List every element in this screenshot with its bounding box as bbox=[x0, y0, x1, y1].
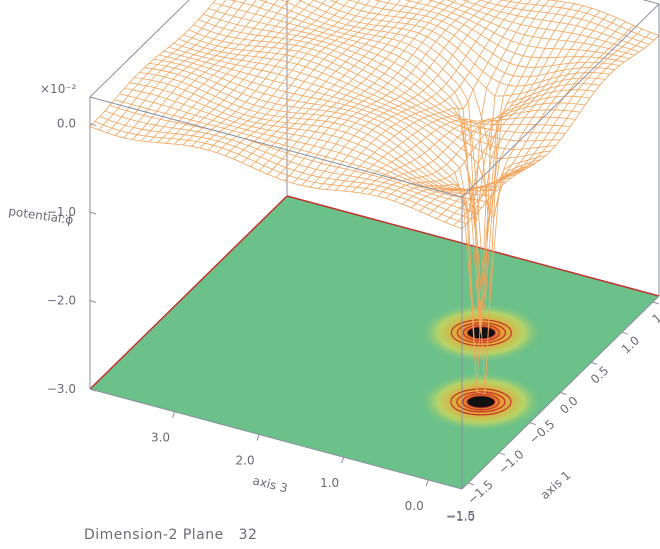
x-tick-label: 0.0 bbox=[405, 499, 424, 513]
z-tick bbox=[89, 300, 97, 303]
y-tick bbox=[560, 392, 567, 395]
x-tick-label: 3.0 bbox=[151, 431, 170, 445]
z-tick bbox=[89, 388, 97, 392]
y-tick-label: 0.5 bbox=[588, 363, 612, 386]
floor-plane-fill bbox=[90, 196, 659, 489]
box-edge-top-back bbox=[89, 0, 190, 98]
x-tick-label: 1.0 bbox=[320, 476, 339, 490]
plane-caption: Dimension-2 Plane 32 bbox=[84, 527, 258, 543]
y-tick bbox=[529, 422, 536, 426]
box-edge-top-front bbox=[461, 3, 660, 198]
y-tick bbox=[467, 482, 475, 486]
surface-wireframe bbox=[89, 0, 660, 395]
z-tick bbox=[89, 211, 97, 215]
x-tick bbox=[425, 479, 429, 487]
y-tick bbox=[652, 301, 660, 305]
z-tick-label: −3.0 bbox=[47, 382, 76, 396]
z-tick-label: 0.0 bbox=[57, 117, 76, 131]
y-tick bbox=[621, 331, 629, 335]
floor-edge-back bbox=[89, 195, 288, 390]
y-tick-label: 1.0 bbox=[619, 333, 643, 356]
box-edge-bottom-left bbox=[89, 388, 463, 490]
x-tick bbox=[256, 434, 260, 441]
z-tick bbox=[89, 123, 97, 127]
surface-mesh bbox=[89, 0, 660, 395]
box-edge-top-left bbox=[89, 96, 463, 198]
floor-plane bbox=[89, 195, 660, 489]
bounding-box-back bbox=[89, 0, 660, 389]
x-tick bbox=[172, 411, 176, 418]
y-tick bbox=[498, 452, 506, 456]
z-scale-label: ×10⁻² bbox=[40, 82, 77, 96]
y-tick-label: 0.0 bbox=[557, 394, 581, 417]
y-tick-label-edge: −1.5 bbox=[446, 509, 475, 523]
y-tick-label: 1.5 bbox=[649, 303, 660, 326]
x-axis-label: axis 3 bbox=[251, 473, 289, 495]
well-contour-2 bbox=[418, 371, 543, 432]
z-tick-label: −1.0 bbox=[47, 205, 76, 219]
y-axis-label: axis 1 bbox=[538, 468, 574, 502]
floor-edge-right bbox=[286, 195, 660, 297]
y-tick-label-edge: −1.0 bbox=[446, 510, 475, 524]
x-tick bbox=[341, 457, 345, 464]
x-tick-label: 2.0 bbox=[236, 453, 255, 467]
z-tick-label: −2.0 bbox=[47, 294, 76, 308]
y-tick bbox=[591, 361, 598, 365]
